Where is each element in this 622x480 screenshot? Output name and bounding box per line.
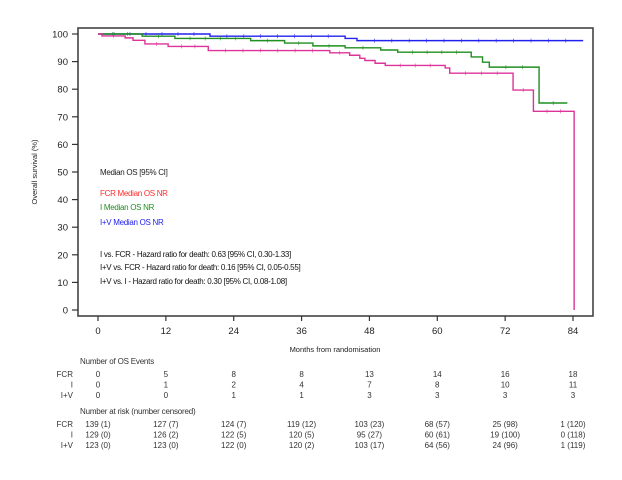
risk-row-label: I bbox=[71, 431, 73, 440]
events-cell: 14 bbox=[433, 370, 442, 379]
hazard-ratio-2: I+V vs. FCR - Hazard ratio for death: 0.… bbox=[100, 263, 300, 272]
events-cell: 3 bbox=[571, 391, 576, 400]
y-tick-label: 30 bbox=[57, 223, 68, 234]
risk-row-label: I+V bbox=[61, 441, 74, 450]
risk-cell: 19 (100) bbox=[490, 431, 520, 440]
events-cell: 18 bbox=[569, 370, 578, 379]
events-row-label: I bbox=[71, 381, 73, 390]
events-cell: 3 bbox=[435, 391, 440, 400]
events-cell: 3 bbox=[503, 391, 508, 400]
risk-cell: 24 (96) bbox=[492, 441, 518, 450]
hazard-ratio-3: I+V vs. I - Hazard ratio for death: 0.30… bbox=[100, 277, 287, 286]
risk-table-title: Number at risk (number censored) bbox=[80, 407, 196, 416]
y-tick-label: 0 bbox=[63, 306, 68, 317]
risk-cell: 68 (57) bbox=[425, 420, 451, 429]
y-tick-label: 80 bbox=[57, 85, 68, 96]
risk-cell: 64 (56) bbox=[425, 441, 451, 450]
risk-cell: 123 (0) bbox=[153, 441, 179, 450]
risk-cell: 126 (2) bbox=[153, 431, 179, 440]
series-iplusv-curve bbox=[98, 33, 584, 42]
risk-cell: 0 (118) bbox=[561, 431, 586, 440]
risk-cell: 139 (1) bbox=[85, 420, 111, 429]
events-cell: 4 bbox=[299, 381, 304, 390]
risk-cell: 60 (61) bbox=[425, 431, 451, 440]
events-cell: 0 bbox=[96, 370, 101, 379]
events-cell: 1 bbox=[164, 381, 169, 390]
x-tick-label: 84 bbox=[568, 326, 579, 337]
risk-cell: 120 (2) bbox=[289, 441, 315, 450]
x-tick-label: 60 bbox=[432, 326, 443, 337]
events-cell: 7 bbox=[367, 381, 372, 390]
y-tick-label: 90 bbox=[57, 57, 68, 68]
risk-cell: 1 (120) bbox=[560, 420, 586, 429]
events-cell: 8 bbox=[231, 370, 236, 379]
risk-cell: 119 (12) bbox=[287, 420, 317, 429]
hazard-ratio-1: I vs. FCR - Hazard ratio for death: 0.63… bbox=[100, 250, 291, 259]
risk-cell: 95 (27) bbox=[357, 431, 383, 440]
risk-cell: 123 (0) bbox=[85, 441, 111, 450]
events-cell: 2 bbox=[231, 381, 236, 390]
events-cell: 5 bbox=[164, 370, 169, 379]
y-axis-title: Overall survival (%) bbox=[30, 139, 39, 205]
events-cell: 1 bbox=[231, 391, 236, 400]
events-row-label: FCR bbox=[57, 370, 74, 379]
events-cell: 10 bbox=[501, 381, 510, 390]
x-tick-label: 36 bbox=[296, 326, 307, 337]
series-layer bbox=[98, 32, 584, 310]
x-tick-label: 48 bbox=[364, 326, 375, 337]
x-tick-label: 72 bbox=[500, 326, 511, 337]
y-tick-label: 50 bbox=[57, 168, 68, 179]
events-table: FCR 0 5 8 8 13 14 16 18I 0 1 2 4 7 8 10 11I+V 0 0 1 1 3 3 3 3 bbox=[57, 370, 578, 400]
y-tick-label: 100 bbox=[52, 30, 68, 41]
median-iv: I+V Median OS NR bbox=[100, 218, 164, 227]
y-tick-label: 20 bbox=[57, 250, 68, 261]
risk-cell: 129 (0) bbox=[85, 431, 111, 440]
events-cell: 3 bbox=[367, 391, 372, 400]
x-axis-title: Months from randomisation bbox=[290, 345, 381, 354]
events-cell: 13 bbox=[365, 370, 374, 379]
risk-cell: 120 (5) bbox=[289, 431, 315, 440]
events-cell: 0 bbox=[96, 391, 101, 400]
x-tick-label: 0 bbox=[95, 326, 100, 337]
x-axis: 0 12 24 36 48 60 72 84 bbox=[95, 316, 578, 337]
risk-cell: 122 (0) bbox=[221, 441, 247, 450]
series-fcr-curve bbox=[98, 33, 575, 310]
risk-cell: 25 (98) bbox=[492, 420, 518, 429]
y-tick-label: 10 bbox=[57, 278, 68, 289]
events-cell: 16 bbox=[501, 370, 510, 379]
events-table-title: Number of OS Events bbox=[80, 357, 154, 366]
y-tick-label: 60 bbox=[57, 140, 68, 151]
events-row-label: I+V bbox=[61, 391, 74, 400]
risk-cell: 1 (119) bbox=[561, 441, 586, 450]
risk-row-label: FCR bbox=[57, 420, 74, 429]
risk-table: FCR 139 (1) 127 (7) 124 (7) 119 (12) 103 (23)… bbox=[57, 420, 586, 450]
x-tick-label: 12 bbox=[161, 326, 172, 337]
median-i: I Median OS NR bbox=[100, 203, 155, 212]
median-fcr: FCR Median OS NR bbox=[100, 189, 168, 198]
risk-cell: 122 (5) bbox=[221, 431, 247, 440]
events-cell: 0 bbox=[164, 391, 169, 400]
y-axis: 0 10 20 30 40 50 60 70 80 90 100 bbox=[52, 30, 78, 317]
events-cell: 1 bbox=[299, 391, 304, 400]
risk-cell: 127 (7) bbox=[153, 420, 179, 429]
risk-cell: 103 (17) bbox=[355, 441, 385, 450]
y-tick-label: 70 bbox=[57, 112, 68, 123]
events-cell: 8 bbox=[435, 381, 440, 390]
events-cell: 8 bbox=[299, 370, 304, 379]
x-tick-label: 24 bbox=[228, 326, 239, 337]
median-header: Median OS [95% CI] bbox=[100, 168, 168, 177]
risk-cell: 103 (23) bbox=[355, 420, 385, 429]
events-cell: 0 bbox=[96, 381, 101, 390]
events-cell: 11 bbox=[569, 381, 578, 390]
legend-block: Median OS [95% CI] FCR Median OS NR I Me… bbox=[100, 168, 301, 286]
y-tick-label: 40 bbox=[57, 195, 68, 206]
risk-cell: 124 (7) bbox=[221, 420, 247, 429]
